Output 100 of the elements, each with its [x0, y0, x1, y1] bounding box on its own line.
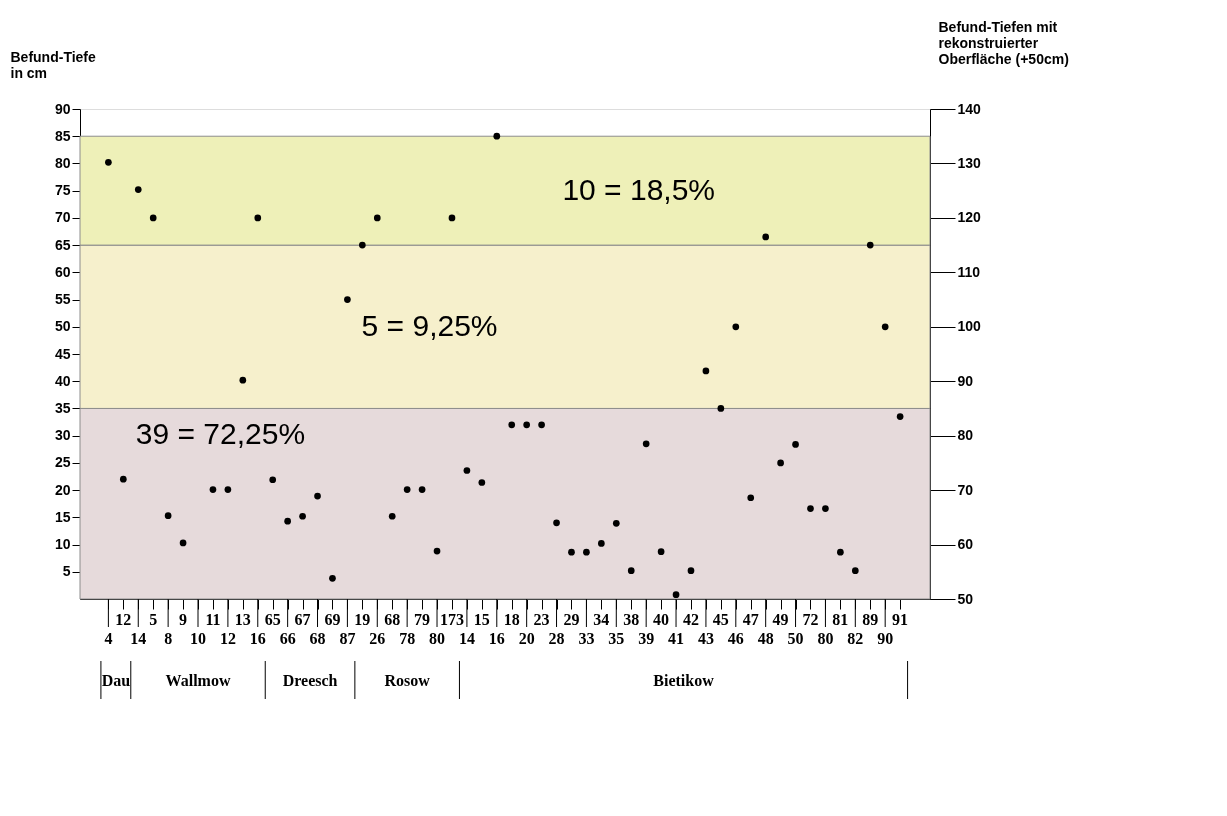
x-tick-label: 39: [638, 630, 655, 647]
point: [807, 505, 814, 512]
x-tick-label: 12: [219, 630, 236, 647]
x-tick-label: 12: [115, 611, 132, 628]
point: [105, 159, 112, 166]
x-tick-label: 20: [518, 630, 535, 647]
y-tick-label: 30: [54, 427, 71, 444]
point: [717, 405, 725, 412]
point: [777, 459, 784, 467]
x-tick-label: 91: [892, 611, 909, 628]
point: [598, 540, 605, 547]
text: Dreesch: [282, 672, 338, 689]
x-tick-label: 33: [578, 630, 595, 647]
point: [657, 548, 665, 555]
point: [612, 519, 620, 527]
point: [358, 241, 366, 249]
text: Dau: [101, 672, 131, 689]
x-tick-label: 29: [563, 611, 580, 628]
y-tick-label: 85: [54, 127, 71, 144]
point: [299, 512, 306, 520]
x-tick-label: 13: [234, 611, 251, 628]
y2-axis-title: Befund-Tiefen mit rekonstruierter Oberfläche (+50cm): [938, 18, 1069, 67]
point: [896, 413, 904, 420]
x-tick-label: 34: [593, 611, 610, 628]
x-tick-label: 48: [757, 630, 774, 647]
x-tick-label: 68: [384, 611, 401, 628]
x-tick-label: 68: [309, 630, 326, 647]
point: [881, 323, 889, 331]
point: [822, 505, 829, 512]
point: [373, 214, 381, 222]
x-tick-label: 90: [877, 630, 894, 647]
y-tick-label: 25: [54, 454, 71, 471]
point: [403, 486, 411, 493]
x-tick-label: 18: [503, 611, 520, 628]
point: [149, 214, 157, 222]
x-tick-label: 79: [414, 611, 431, 628]
x-tick-label: 16: [488, 630, 505, 647]
x-tick-label: 14: [458, 630, 475, 647]
x-tick-label: 80: [817, 630, 834, 647]
x-tick-label: 43: [697, 630, 714, 647]
x-tick-label: 10: [190, 630, 207, 647]
x-tick-label: 19: [354, 611, 371, 628]
point: [672, 591, 680, 598]
point: [418, 486, 426, 493]
point: [329, 574, 336, 582]
point: [269, 476, 277, 484]
text: Bietikow: [653, 672, 715, 689]
x-tick-label: 8: [164, 630, 173, 647]
x-tick-label: 14: [130, 630, 147, 647]
point: [463, 467, 471, 474]
point: [164, 512, 172, 520]
point: [687, 567, 695, 575]
point: [792, 441, 799, 448]
point: [314, 492, 321, 500]
band-label: 5 = 9,25%: [361, 308, 498, 342]
point: [851, 567, 859, 575]
y-tick-label: 75: [54, 182, 71, 199]
x-tick-label: 9: [179, 611, 188, 628]
y2-tick-label: 90: [957, 372, 974, 389]
x-tick-label: 46: [727, 630, 744, 647]
y2-tick-label: 80: [957, 427, 974, 444]
x-tick-label: 89: [862, 611, 879, 628]
x-tick-label: 49: [772, 611, 789, 628]
y-tick-label: 35: [54, 399, 71, 416]
y-tick-label: 15: [54, 508, 71, 525]
point: [433, 547, 441, 555]
x-tick-label: 35: [608, 630, 625, 647]
point: [388, 512, 396, 520]
point: [254, 214, 262, 222]
y-tick-label: 90: [54, 100, 71, 117]
x-tick-label: 69: [324, 611, 341, 628]
point: [627, 567, 635, 575]
y-tick-label: 40: [54, 372, 71, 389]
x-tick-label: 41: [668, 630, 685, 647]
y-tick-label: 20: [54, 481, 71, 498]
y2-tick-label: 110: [957, 263, 981, 280]
point: [642, 440, 650, 448]
x-tick-label: 173: [439, 611, 464, 628]
y2-tick-label: 120: [957, 209, 982, 226]
point: [284, 517, 291, 525]
x-tick-label: 45: [712, 611, 729, 628]
text: Wallmow: [165, 672, 231, 689]
point: [568, 548, 575, 556]
x-tick-label: 42: [682, 611, 699, 628]
x-tick-label: 81: [832, 611, 849, 628]
x-tick-label: 72: [802, 611, 819, 628]
point: [523, 421, 531, 429]
point: [239, 376, 247, 384]
point: [762, 233, 770, 241]
point: [538, 421, 545, 429]
point: [493, 132, 501, 140]
y2-tick-label: 70: [957, 481, 974, 498]
y-tick-label: 10: [54, 536, 71, 553]
x-tick-label: 28: [548, 630, 565, 647]
point: [344, 296, 351, 303]
y2-tick-label: 50: [957, 590, 974, 607]
band-label: 39 = 72,25%: [135, 417, 306, 451]
band-label: 10 = 18,5%: [562, 172, 716, 206]
x-tick-label: 4: [104, 630, 113, 647]
point: [119, 475, 127, 483]
